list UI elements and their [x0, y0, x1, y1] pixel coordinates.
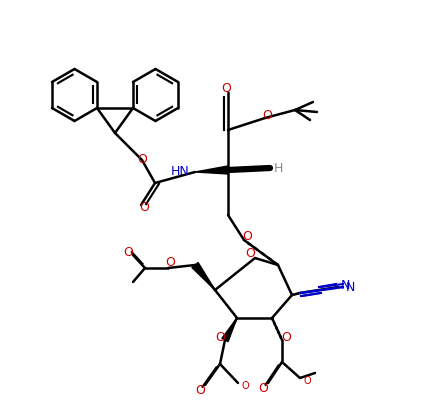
Text: O: O: [165, 256, 175, 269]
Polygon shape: [195, 166, 228, 174]
Text: N: N: [345, 280, 355, 293]
Text: O: O: [245, 246, 255, 259]
Text: O: O: [258, 382, 268, 395]
Text: O: O: [262, 109, 272, 122]
Text: O: O: [241, 381, 249, 391]
Text: HN: HN: [171, 165, 190, 178]
Text: O: O: [221, 82, 231, 95]
Text: O: O: [215, 331, 225, 344]
Text: O: O: [137, 153, 147, 166]
Text: O: O: [281, 331, 291, 344]
Text: O: O: [123, 246, 133, 259]
Text: O: O: [303, 376, 311, 386]
Polygon shape: [222, 318, 237, 341]
Text: H: H: [273, 161, 283, 174]
Text: O: O: [242, 230, 252, 243]
Text: N: N: [340, 279, 350, 292]
Text: O: O: [139, 201, 149, 214]
Text: O: O: [195, 383, 205, 396]
Polygon shape: [192, 262, 215, 290]
